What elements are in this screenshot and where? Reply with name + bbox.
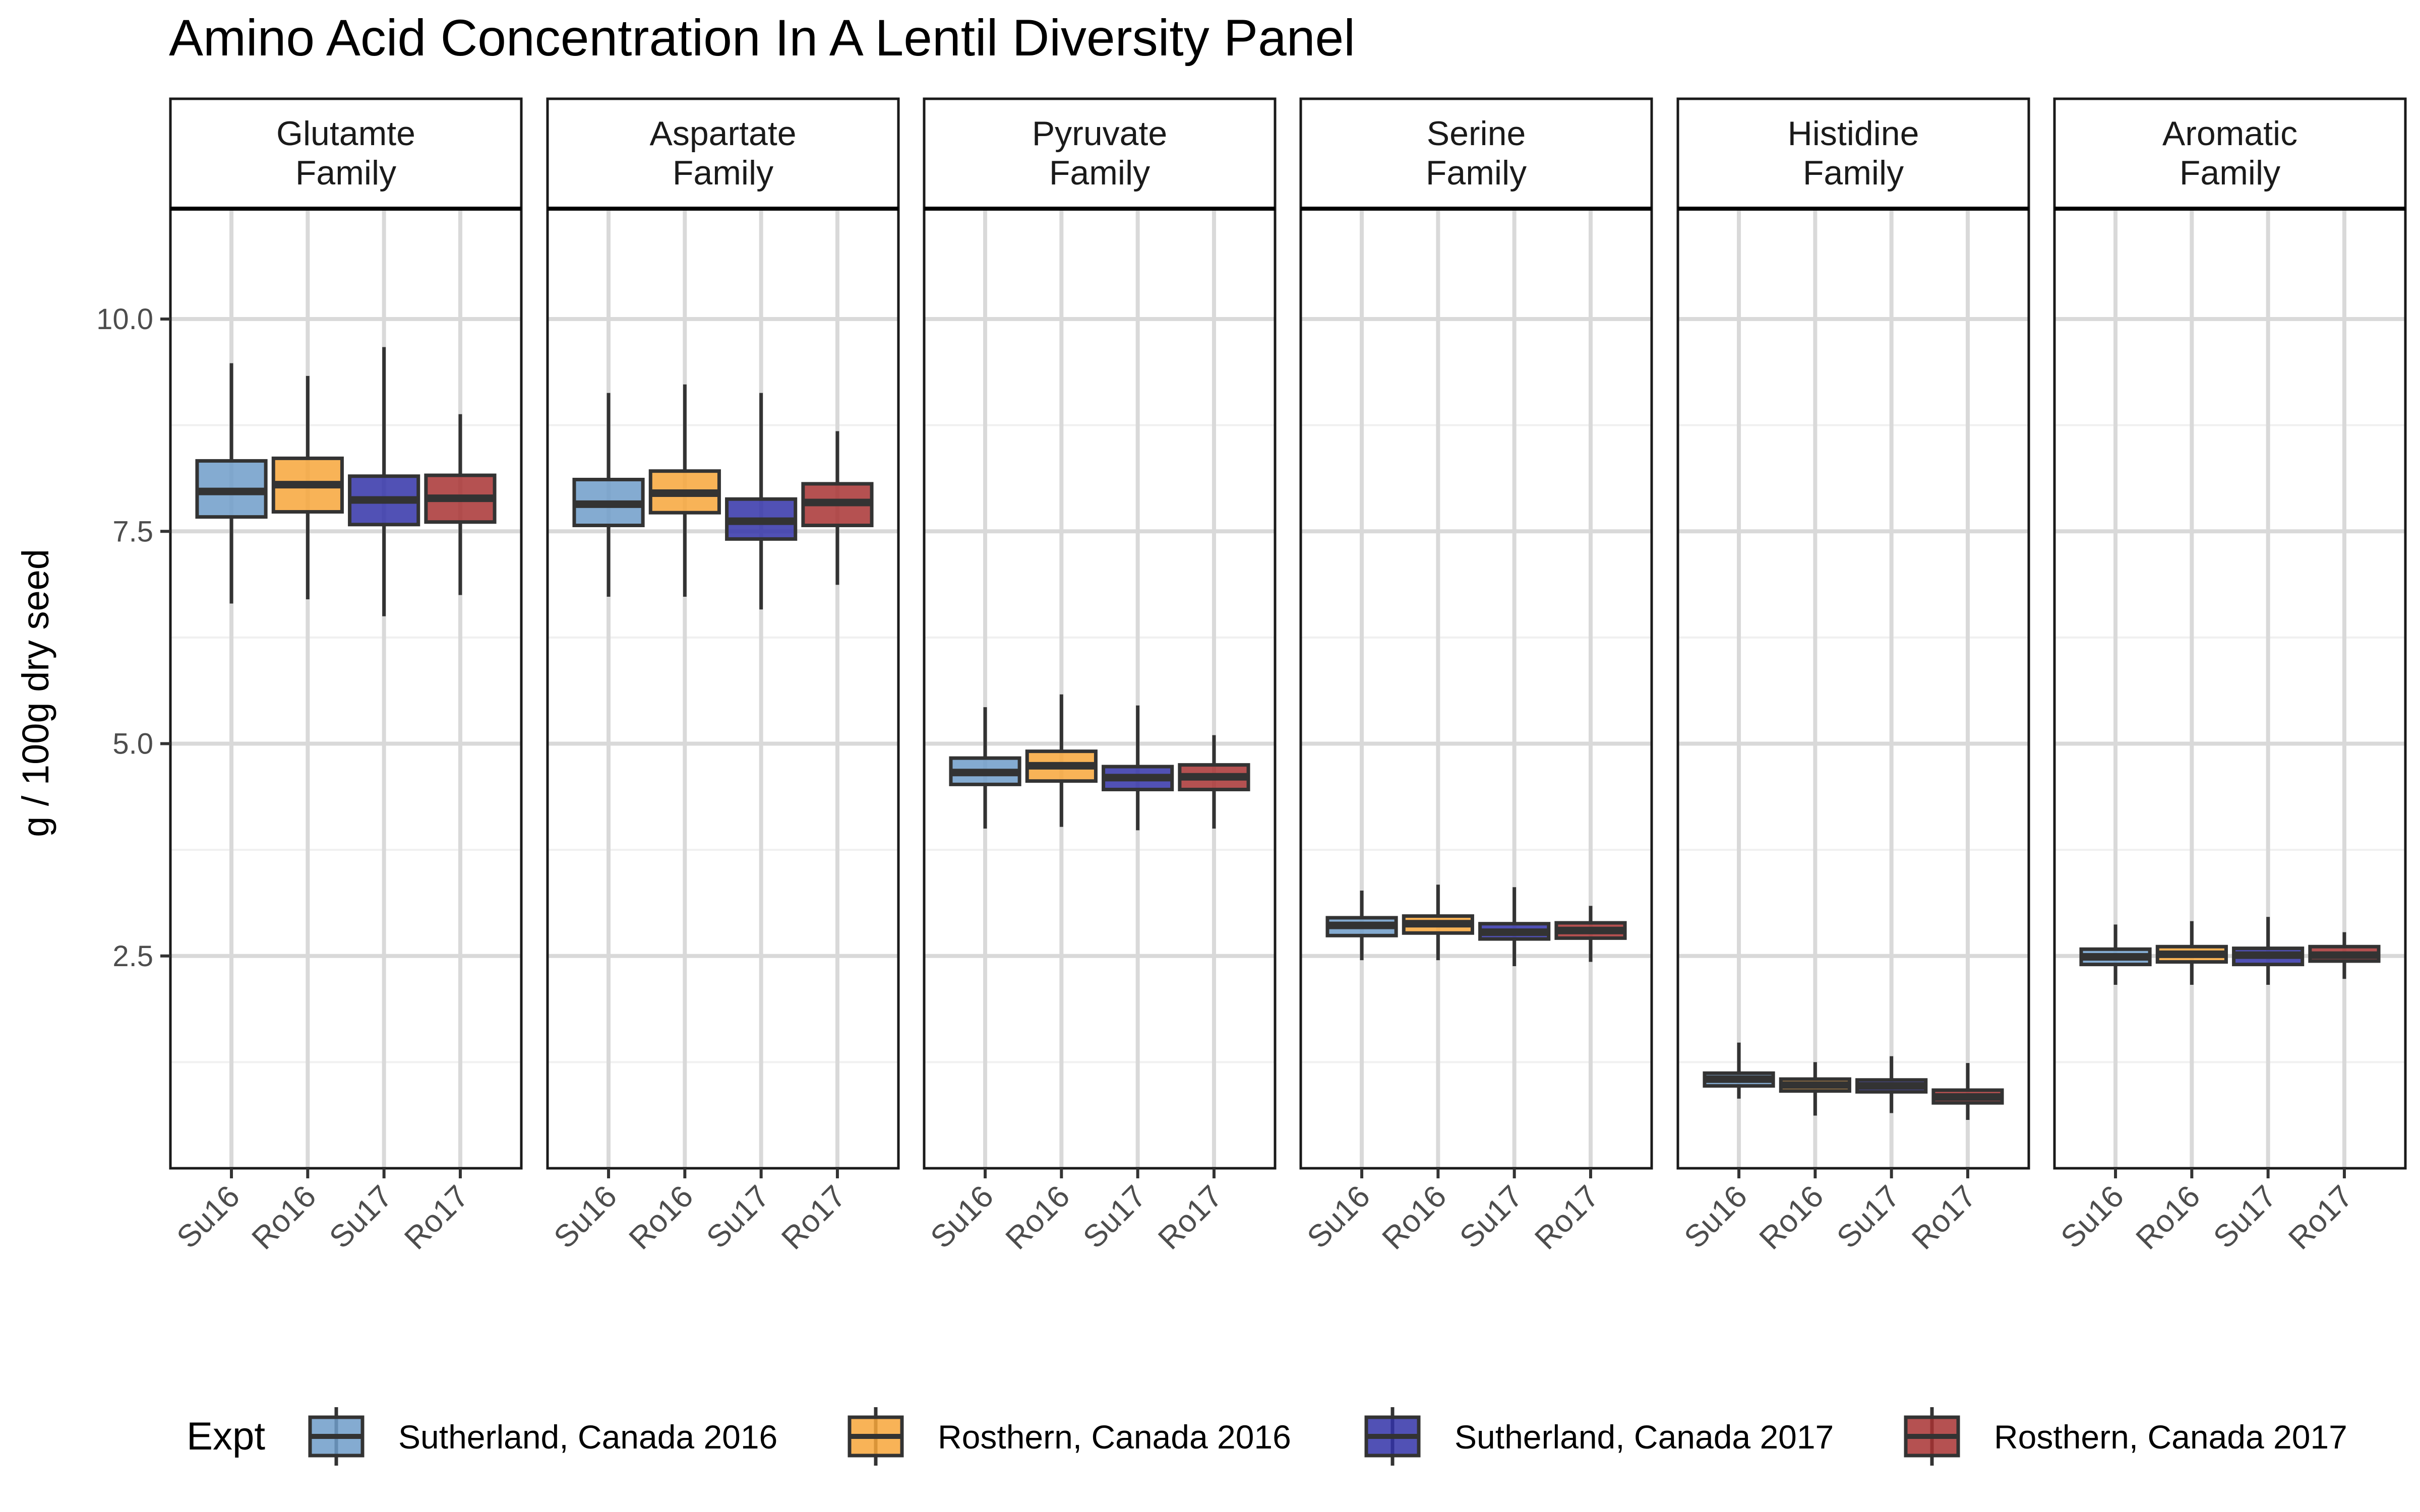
facet-label: Aspartate bbox=[649, 114, 796, 153]
boxplot-Su16 bbox=[2079, 924, 2152, 985]
x-tick-label: Su16 bbox=[1301, 1179, 1377, 1255]
legend-item: Rosthern, Canada 2017 bbox=[1904, 1407, 2347, 1466]
boxplot-Ro16 bbox=[1402, 885, 1474, 961]
facet-label: Glutamte bbox=[276, 114, 415, 153]
facet-label: Aromatic bbox=[2162, 114, 2297, 153]
y-tick-label: 7.5 bbox=[112, 515, 153, 548]
boxplot-Su16 bbox=[949, 707, 1021, 829]
x-tick-label: Su17 bbox=[700, 1179, 776, 1255]
x-tick-label: Su16 bbox=[548, 1179, 624, 1255]
x-tick-label: Su16 bbox=[924, 1179, 1000, 1255]
panel-background bbox=[1678, 209, 2029, 1168]
panel-background bbox=[548, 209, 898, 1168]
boxplot-Ro16 bbox=[648, 384, 721, 597]
x-tick-label: Ro16 bbox=[246, 1179, 323, 1256]
x-tick-label: Ro17 bbox=[398, 1179, 475, 1256]
facet-label: Family bbox=[1803, 154, 1904, 192]
x-tick-label: Su16 bbox=[170, 1179, 247, 1255]
x-tick-label: Su16 bbox=[2054, 1179, 2131, 1255]
facet-label: Histidine bbox=[1788, 114, 1919, 153]
legend-item: Rosthern, Canada 2016 bbox=[848, 1407, 1291, 1466]
boxplot-Ro17 bbox=[2308, 932, 2381, 979]
boxplot-Su17 bbox=[1102, 705, 1174, 831]
x-tick-label: Su17 bbox=[1453, 1179, 1529, 1255]
legend-label: Sutherland, Canada 2017 bbox=[1455, 1418, 1834, 1456]
legend-item: Sutherland, Canada 2017 bbox=[1364, 1407, 1834, 1466]
facet-label: Pyruvate bbox=[1032, 114, 1167, 153]
x-tick-label: Ro16 bbox=[2130, 1179, 2207, 1256]
facet-strip bbox=[1299, 97, 1653, 210]
boxplot-Ro17 bbox=[1931, 1063, 2004, 1120]
y-axis: 2.5 5.0 7.5 10.0 bbox=[96, 303, 170, 973]
x-tick-label: Ro16 bbox=[623, 1179, 700, 1256]
panel-background bbox=[2054, 209, 2405, 1168]
boxplot-Su16 bbox=[572, 393, 645, 597]
boxplot-Ro17 bbox=[424, 414, 497, 595]
legend: Expt Sutherland, Canada 2016 Rosthern, Can… bbox=[187, 1407, 2347, 1466]
facet-label: Family bbox=[1049, 154, 1150, 192]
legend-label: Rosthern, Canada 2017 bbox=[1994, 1418, 2347, 1456]
boxplot-Su16 bbox=[1325, 891, 1398, 961]
panel-background bbox=[924, 209, 1275, 1168]
facet-label: Serine bbox=[1427, 114, 1526, 153]
x-tick-label: Ro17 bbox=[1905, 1179, 1983, 1256]
x-tick-label: Ro16 bbox=[1753, 1179, 1831, 1256]
x-tick-label: Ro17 bbox=[2282, 1179, 2360, 1256]
boxplot-Ro16 bbox=[271, 375, 344, 600]
x-tick-label: Ro16 bbox=[1376, 1179, 1454, 1256]
legend-item: Sutherland, Canada 2016 bbox=[308, 1407, 777, 1466]
legend-label: Sutherland, Canada 2016 bbox=[398, 1418, 777, 1456]
boxplot-Ro17 bbox=[1178, 735, 1250, 829]
facet-strip bbox=[546, 97, 900, 210]
chart-title: Amino Acid Concentration In A Lentil Div… bbox=[169, 9, 1355, 67]
boxplot-Su17 bbox=[1855, 1056, 1928, 1113]
x-tick-label: Su17 bbox=[2207, 1179, 2283, 1255]
x-tick-label: Su17 bbox=[323, 1179, 399, 1255]
legend-title: Expt bbox=[187, 1414, 265, 1458]
x-tick-label: Ro17 bbox=[775, 1179, 853, 1256]
boxplot-Ro16 bbox=[1025, 694, 1098, 827]
facet-label: Family bbox=[673, 154, 773, 192]
boxplot-Su16 bbox=[195, 363, 268, 604]
boxplot-Ro16 bbox=[2155, 921, 2228, 985]
y-tick-label: 10.0 bbox=[96, 303, 153, 336]
legend-label: Rosthern, Canada 2016 bbox=[938, 1418, 1291, 1456]
boxplot-Ro16 bbox=[1779, 1062, 1851, 1116]
boxplot-Su17 bbox=[2232, 917, 2305, 985]
boxplot-Su17 bbox=[1478, 887, 1551, 966]
boxplot-Ro17 bbox=[801, 431, 874, 585]
boxplot-Su17 bbox=[725, 393, 798, 610]
facet-strip bbox=[923, 97, 1277, 210]
boxplot-Ro17 bbox=[1554, 906, 1627, 962]
facet-label: Family bbox=[1426, 154, 1527, 192]
boxplot-Su17 bbox=[348, 347, 420, 616]
facet-strip bbox=[1676, 97, 2030, 210]
x-tick-label: Ro17 bbox=[1152, 1179, 1229, 1256]
y-tick-label: 5.0 bbox=[112, 728, 153, 761]
y-tick-label: 2.5 bbox=[112, 940, 153, 973]
x-tick-label: Su17 bbox=[1830, 1179, 1906, 1255]
panel-background bbox=[1301, 209, 1652, 1168]
x-tick-label: Ro16 bbox=[999, 1179, 1077, 1256]
x-tick-label: Su16 bbox=[1678, 1179, 1754, 1255]
y-axis-label: g / 100g dry seed bbox=[15, 549, 56, 837]
panel-background bbox=[170, 209, 521, 1168]
boxplot-Su16 bbox=[1703, 1042, 1775, 1099]
facet-label: Family bbox=[295, 154, 396, 192]
x-tick-label: Su17 bbox=[1076, 1179, 1153, 1255]
facet-label: Family bbox=[2180, 154, 2280, 192]
x-tick-label: Ro17 bbox=[1528, 1179, 1606, 1256]
